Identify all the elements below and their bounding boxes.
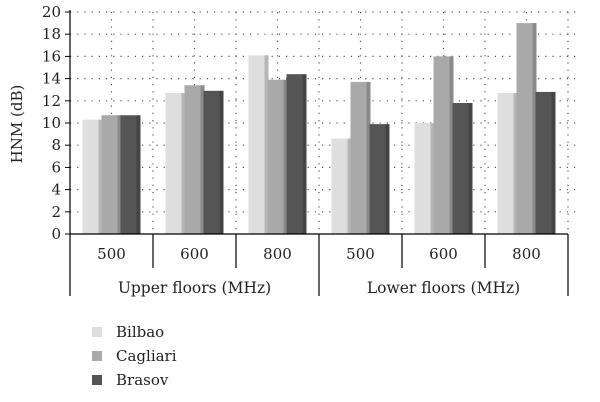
legend-swatch-brasov <box>92 375 102 385</box>
x-tick-label: 600 <box>429 245 458 263</box>
bar-cagliari <box>516 23 537 234</box>
y-tick-label: 12 <box>42 92 61 110</box>
bar-shade <box>449 56 454 235</box>
y-tick-label: 16 <box>42 47 61 65</box>
legend-item-bilbao: Bilbao <box>92 320 177 344</box>
bar-shade <box>347 138 352 234</box>
bar-shade <box>532 23 537 234</box>
bar-shade <box>219 90 224 234</box>
bar-shade <box>430 123 435 234</box>
bar-cagliari <box>350 81 371 235</box>
bar-brasov <box>452 103 473 235</box>
y-tick-label: 18 <box>42 25 61 43</box>
bar-bilbao <box>165 93 186 234</box>
gridlines <box>70 11 580 234</box>
x-tick-label: 500 <box>97 245 126 263</box>
bar-brasov <box>203 90 224 234</box>
bar-brasov <box>369 124 390 234</box>
labels: 0 2 4 6 8 10 12 14 16 18 20 500 600 800 500 600 800 Upper… <box>42 3 541 297</box>
x-tick-label: 500 <box>346 245 375 263</box>
x-tick-label: 800 <box>263 245 292 263</box>
bar-shade <box>366 81 371 235</box>
x-tick-label: 800 <box>512 245 541 263</box>
bar-bilbao <box>82 119 103 234</box>
bar-shade <box>200 85 205 234</box>
bar-shade <box>283 79 288 235</box>
y-tick-label: 8 <box>51 136 61 154</box>
bars <box>82 23 556 235</box>
y-tick-label: 6 <box>51 158 61 176</box>
y-tick-label: 0 <box>51 225 61 243</box>
bar-shade <box>468 103 473 235</box>
bar-shade <box>385 124 390 234</box>
bar-shade <box>264 55 269 234</box>
y-tick-label: 2 <box>51 203 61 221</box>
legend-label-brasov: Brasov <box>116 371 169 389</box>
bar-brasov <box>120 115 141 234</box>
legend-label-cagliari: Cagliari <box>116 347 177 365</box>
y-tick-label: 14 <box>42 70 61 88</box>
y-tick-label: 20 <box>42 3 61 21</box>
bar-shade <box>117 115 122 234</box>
bar-shade <box>302 74 307 234</box>
bar-cagliari <box>184 85 205 234</box>
y-axis-title: HNM (dB) <box>8 85 26 164</box>
y-tick-label: 4 <box>51 181 61 199</box>
x-tick-label: 600 <box>180 245 209 263</box>
bar-shade <box>551 91 556 234</box>
bar-cagliari <box>101 115 122 234</box>
bar-shade <box>513 93 518 234</box>
bar-shade <box>181 93 186 234</box>
group-label: Upper floors (MHz) <box>118 279 271 297</box>
bar-cagliari <box>267 79 288 235</box>
legend-label-bilbao: Bilbao <box>116 323 165 341</box>
bar-bilbao <box>497 93 518 234</box>
bar-shade <box>136 115 141 234</box>
legend-swatch-bilbao <box>92 327 102 337</box>
bar-bilbao <box>331 138 352 234</box>
legend-item-cagliari: Cagliari <box>92 344 177 368</box>
bar-brasov <box>535 91 556 234</box>
chart: 0 2 4 6 8 10 12 14 16 18 20 500 600 800 500 600 800 Upper… <box>8 3 580 297</box>
group-label: Lower floors (MHz) <box>367 279 520 297</box>
bar-cagliari <box>433 56 454 235</box>
bar-bilbao <box>414 123 435 234</box>
bar-brasov <box>286 74 307 234</box>
legend-swatch-cagliari <box>92 351 102 361</box>
y-tick-label: 10 <box>42 114 61 132</box>
axes <box>65 10 569 296</box>
bar-shade <box>98 119 103 234</box>
bar-bilbao <box>248 55 269 234</box>
legend-item-brasov: Brasov <box>92 368 177 392</box>
legend: Bilbao Cagliari Brasov <box>92 320 177 392</box>
